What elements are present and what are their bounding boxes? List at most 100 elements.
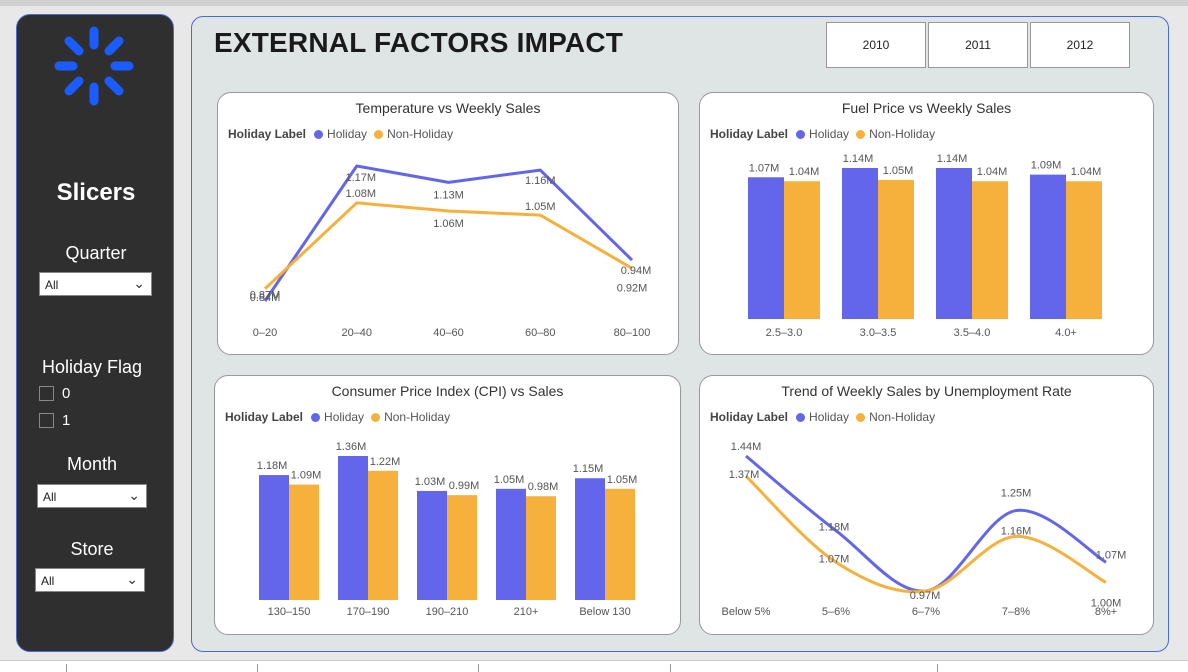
legend-non-holiday: Non-Holiday (869, 127, 936, 141)
fuel-chart-card: Fuel Price vs Weekly Sales Holiday Label… (699, 92, 1154, 355)
data-label: 1.08M (345, 188, 376, 200)
data-label: 1.07M (1096, 549, 1127, 561)
data-label: 1.36M (336, 441, 367, 453)
data-label: 0.94M (621, 265, 652, 277)
x-tick-label: 40–60 (433, 327, 464, 339)
divider (670, 664, 671, 672)
divider (937, 664, 938, 672)
legend-dot-non-holiday (374, 129, 384, 139)
data-label: 1.25M (1001, 488, 1032, 500)
x-tick-label: Below 130 (579, 606, 630, 618)
option-label: 0 (62, 385, 71, 402)
data-label: 1.18M (257, 460, 288, 472)
bar-non-holiday (972, 181, 1008, 319)
divider (66, 664, 67, 672)
data-label: 1.14M (937, 153, 968, 165)
x-tick-label: 7–8% (1002, 606, 1030, 618)
bar-holiday (936, 168, 972, 319)
x-tick-label: 2.5–3.0 (766, 327, 803, 339)
x-tick-label: 60–80 (525, 327, 556, 339)
legend-holiday: Holiday (324, 410, 365, 424)
data-label: 0.98M (528, 481, 559, 493)
data-label: 1.03M (415, 476, 446, 488)
month-value: All (43, 490, 57, 504)
holiday-flag-label: Holiday Flag (41, 357, 143, 377)
data-label: 1.09M (291, 470, 322, 482)
chart-legend: Holiday Label Holiday Non-Holiday (710, 127, 935, 141)
bar-holiday (338, 456, 368, 600)
chevron-down-icon: ⌄ (128, 487, 140, 503)
legend-title: Holiday Label (710, 410, 789, 424)
data-label: 1.17M (345, 172, 376, 184)
data-label: 1.13M (433, 189, 464, 201)
legend-dot-holiday (796, 129, 806, 139)
holiday-flag-option-0[interactable]: 0 (39, 385, 70, 402)
legend-dot-non-holiday (371, 412, 381, 422)
bar-non-holiday (605, 488, 635, 600)
month-label: Month (66, 454, 118, 474)
store-label: Store (70, 539, 114, 559)
bar-holiday (496, 488, 526, 600)
fuel-bar-chart: 1.07M 1.04M 2.5–3.0 1.14M 1.05M 3.0–3.5 1.14M 1… (748, 153, 1102, 339)
data-label: 1.04M (977, 166, 1008, 178)
x-tick-label: 20–40 (341, 327, 372, 339)
bottom-strip (0, 660, 1188, 672)
data-label: 0.84M (250, 292, 281, 304)
year-button-2012[interactable]: 2012 (1030, 22, 1130, 68)
store-value: All (41, 574, 55, 588)
legend-non-holiday: Non-Holiday (384, 410, 451, 424)
month-dropdown[interactable]: All ⌄ (37, 484, 147, 508)
loading-spinner-logo-icon (54, 26, 134, 106)
top-strip (0, 0, 1188, 6)
legend-title: Holiday Label (228, 127, 307, 141)
bar-non-holiday (784, 181, 820, 319)
x-tick-label: 3.5–4.0 (954, 327, 991, 339)
divider (478, 664, 479, 672)
temperature-chart-card: Temperature vs Weekly Sales Holiday Labe… (217, 92, 679, 355)
bar-non-holiday (1066, 181, 1102, 319)
data-label: 1.09M (1031, 160, 1062, 172)
data-label: 1.16M (525, 175, 556, 187)
checkbox[interactable] (39, 413, 54, 428)
quarter-dropdown[interactable]: All ⌄ (39, 272, 152, 296)
data-label: 1.07M (749, 162, 780, 174)
x-tick-label: 0–20 (253, 327, 277, 339)
chart-title: Consumer Price Index (CPI) vs Sales (331, 383, 564, 399)
legend-dot-non-holiday (856, 412, 866, 422)
series-line-non-holiday (263, 201, 633, 290)
legend-title: Holiday Label (710, 127, 789, 141)
chart-title: Fuel Price vs Weekly Sales (841, 100, 1012, 116)
data-label: 1.04M (1071, 166, 1102, 178)
legend-title: Holiday Label (225, 410, 304, 424)
bar-holiday (575, 478, 605, 600)
data-label: 1.05M (607, 474, 638, 486)
option-label: 1 (62, 412, 71, 429)
data-label: 1.37M (729, 469, 760, 481)
cpi-chart-card: Consumer Price Index (CPI) vs Sales Holi… (214, 375, 681, 635)
x-tick-label: 190–210 (426, 606, 469, 618)
checkbox[interactable] (39, 386, 54, 401)
data-label: 1.05M (883, 165, 914, 177)
legend-dot-holiday (314, 129, 324, 139)
year-button-2010[interactable]: 2010 (826, 22, 926, 68)
store-dropdown[interactable]: All ⌄ (35, 568, 145, 592)
data-label: 1.15M (573, 463, 604, 475)
x-tick-label: 210+ (514, 606, 539, 618)
bar-non-holiday (526, 496, 556, 600)
x-tick-label: Below 5% (722, 606, 771, 618)
chart-title: Trend of Weekly Sales by Unemployment Ra… (781, 383, 1072, 399)
unemployment-chart-card: Trend of Weekly Sales by Unemployment Ra… (699, 375, 1154, 635)
data-label: 0.87M (250, 290, 281, 302)
legend-dot-non-holiday (856, 129, 866, 139)
data-label: 1.00M (1091, 597, 1122, 609)
year-button-2011[interactable]: 2011 (928, 22, 1028, 68)
series-line-holiday (263, 164, 634, 302)
data-label: 1.04M (789, 166, 820, 178)
legend-non-holiday: Non-Holiday (869, 410, 936, 424)
bar-holiday (748, 177, 784, 319)
chevron-down-icon: ⌄ (126, 571, 138, 587)
chart-legend: Holiday Label Holiday Non-Holiday (710, 410, 935, 424)
series-line-non-holiday (744, 475, 1107, 594)
holiday-flag-option-1[interactable]: 1 (39, 412, 70, 429)
